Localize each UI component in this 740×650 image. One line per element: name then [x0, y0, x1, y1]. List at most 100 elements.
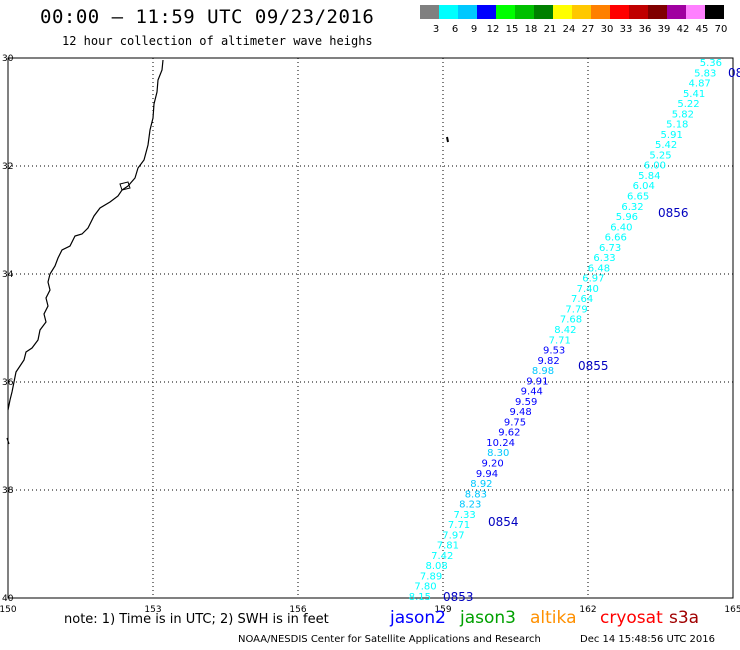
pass-time-label: 08 — [728, 66, 740, 80]
scale-label: 70 — [715, 24, 728, 35]
scale-swatch — [667, 5, 686, 19]
swh-value: 7.71 — [549, 335, 571, 346]
swh-value: 5.22 — [677, 99, 699, 110]
lat-label: 32 — [2, 162, 13, 172]
footer-timestamp: Dec 14 15:48:56 UTC 2016 — [580, 634, 715, 645]
pass-time-label: 0855 — [578, 359, 609, 373]
scale-label: 45 — [696, 24, 709, 35]
swh-value: 7.42 — [431, 551, 453, 562]
scale-swatch — [477, 5, 496, 19]
lon-label: 165 — [724, 605, 740, 615]
swh-value: 4.87 — [689, 79, 711, 90]
scale-swatch — [591, 5, 610, 19]
lon-label: 162 — [579, 605, 596, 615]
scale-label: 9 — [471, 24, 477, 35]
scale-swatch — [553, 5, 572, 19]
scale-label: 24 — [563, 24, 576, 35]
pass-time-label: 0853 — [443, 590, 474, 604]
swh-value: 9.82 — [537, 356, 559, 367]
swh-value: 9.20 — [481, 459, 503, 470]
swh-value: 7.80 — [414, 582, 436, 593]
scale-swatch — [610, 5, 629, 19]
note-text: note: 1) Time is in UTC; 2) SWH is in fe… — [64, 612, 329, 627]
scale-swatch — [648, 5, 667, 19]
small-island — [446, 136, 449, 143]
swh-value: 5.91 — [661, 130, 683, 141]
swh-value: 7.40 — [577, 284, 599, 295]
swh-value: 7.79 — [565, 304, 587, 315]
swh-value: 5.82 — [672, 109, 694, 120]
swh-value: 6.40 — [610, 222, 632, 233]
swh-value: 5.18 — [666, 120, 688, 131]
legend-jason3: jason3 — [460, 608, 516, 628]
scale-swatch — [629, 5, 648, 19]
swh-value: 8.42 — [554, 325, 576, 336]
swh-value: 5.36 — [700, 58, 722, 69]
swh-value: 9.94 — [476, 469, 498, 480]
scale-label: 12 — [487, 24, 500, 35]
coastline-inlet — [119, 181, 131, 191]
scale-label: 21 — [544, 24, 557, 35]
swh-value: 7.97 — [442, 530, 464, 541]
legend-jason2: jason2 — [390, 608, 446, 628]
pass-time-labels: 08 0856 0855 0854 0853 — [443, 66, 740, 604]
scale-label: 15 — [506, 24, 519, 35]
lat-label: 30 — [2, 54, 14, 64]
lon-label: 159 — [434, 605, 451, 615]
swh-value: 9.59 — [515, 397, 537, 408]
swh-value: 6.32 — [621, 202, 643, 213]
swh-value: 5.83 — [694, 68, 716, 79]
swh-value: 7.64 — [571, 294, 593, 305]
swh-value: 8.98 — [532, 366, 554, 377]
swh-value: 6.66 — [605, 233, 627, 244]
swh-value: 5.42 — [655, 140, 677, 151]
swh-value: 5.96 — [616, 212, 638, 223]
page-title: 00:00 – 11:59 UTC 09/23/2016 — [40, 6, 375, 28]
swh-value: 8.30 — [487, 448, 509, 459]
legend-s3a: s3a — [669, 608, 700, 628]
legend-altika: altika — [530, 608, 577, 628]
lon-label: 156 — [289, 605, 306, 615]
swh-value: 6.04 — [633, 181, 655, 192]
scale-swatch — [515, 5, 534, 19]
scale-label: 39 — [658, 24, 671, 35]
swh-value: 5.84 — [638, 171, 660, 182]
scale-swatch — [439, 5, 458, 19]
page-subtitle: 12 hour collection of altimeter wave hei… — [62, 34, 373, 48]
scale-swatch — [705, 5, 724, 19]
scale-label: 27 — [582, 24, 595, 35]
swh-track: 5.365.834.875.415.225.825.185.915.425.25… — [409, 58, 722, 603]
swh-value: 6.00 — [644, 161, 666, 172]
swh-value: 8.08 — [426, 561, 448, 572]
swh-value: 6.97 — [582, 274, 604, 285]
map-frame — [7, 57, 734, 599]
swh-value: 8.92 — [470, 479, 492, 490]
swh-value: 7.71 — [448, 520, 470, 531]
swh-value: 8.83 — [465, 489, 487, 500]
swh-value: 9.62 — [498, 428, 520, 439]
swh-value: 10.24 — [486, 438, 515, 449]
lat-label: 36 — [2, 378, 14, 388]
map-grid: 150 153 156 159 162 165 30 32 34 36 38 40 — [0, 54, 740, 615]
scale-swatch — [496, 5, 515, 19]
scale-swatch — [534, 5, 553, 19]
swh-value: 8.23 — [459, 500, 481, 511]
swh-value: 7.33 — [454, 510, 476, 521]
footer-credit: NOAA/NESDIS Center for Satellite Applica… — [238, 634, 541, 645]
scale-swatch — [686, 5, 705, 19]
swh-value: 9.44 — [521, 387, 543, 398]
swh-value: 7.81 — [437, 541, 459, 552]
lat-label: 40 — [2, 594, 14, 604]
swh-value: 6.73 — [599, 243, 621, 254]
swh-value: 6.65 — [627, 192, 649, 203]
lon-label: 150 — [0, 605, 17, 615]
scale-label: 33 — [620, 24, 633, 35]
swh-value: 9.48 — [509, 407, 531, 418]
scale-swatch — [458, 5, 477, 19]
scale-label: 3 — [433, 24, 439, 35]
legend-cryosat: cryosat — [600, 608, 663, 628]
lat-label: 38 — [2, 486, 14, 496]
swh-value: 9.91 — [526, 376, 548, 387]
swh-value: 6.33 — [593, 253, 615, 264]
